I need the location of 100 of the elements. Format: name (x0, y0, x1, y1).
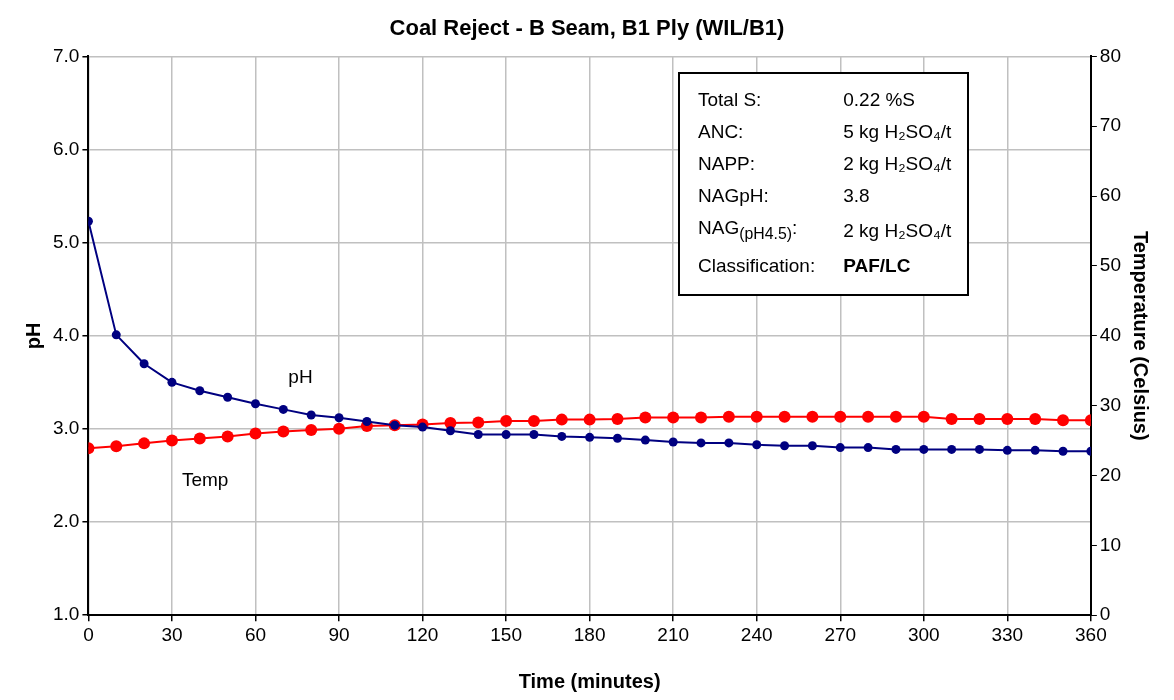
point (611, 412, 624, 425)
point (724, 438, 734, 448)
x-tick-label: 90 (328, 623, 350, 645)
y-tick-label: 3.0 (52, 417, 80, 439)
annotation: NAGpH: (698, 184, 770, 208)
y-tick-label: 7.0 (52, 44, 80, 66)
annotation: 3.8 (843, 184, 871, 208)
point (752, 440, 762, 450)
point (306, 410, 316, 420)
x-tick-label: 60 (244, 623, 267, 645)
point (527, 415, 540, 428)
point (919, 444, 929, 454)
point (639, 411, 652, 424)
point (834, 410, 847, 423)
point (278, 404, 288, 414)
point (138, 437, 151, 450)
y2-tick-label: 10 (1099, 533, 1122, 555)
point (165, 434, 178, 447)
point (249, 427, 262, 440)
point (1002, 445, 1012, 455)
point (557, 431, 567, 441)
y-tick-label: 4.0 (52, 324, 80, 346)
x-tick-label: 240 (740, 623, 773, 645)
point (917, 410, 930, 423)
y2-axis-title: Temperature (Celsius) (1130, 230, 1153, 441)
annotation: PAF/LC (843, 253, 912, 278)
y2-tick-label: 30 (1099, 393, 1122, 415)
x-tick-label: 210 (657, 623, 690, 645)
point (1030, 445, 1040, 455)
point (863, 443, 873, 453)
y-tick-label: 6.0 (52, 137, 80, 159)
x-tick-label: 180 (573, 623, 606, 645)
point (472, 416, 485, 429)
y2-tick-label: 70 (1099, 114, 1122, 136)
point (695, 411, 708, 424)
point (668, 437, 678, 447)
point (195, 386, 205, 396)
annotation: 0.22 %S (843, 88, 917, 112)
point (473, 430, 483, 440)
point (835, 443, 845, 453)
y2-tick-label: 20 (1099, 463, 1122, 485)
point (529, 430, 539, 440)
point (806, 410, 819, 423)
annotation: Total S: (698, 88, 763, 112)
point (305, 424, 318, 437)
y-tick-label: 2.0 (52, 510, 80, 532)
point (612, 433, 622, 443)
annotation: 2 kg H₂SO₄/t (843, 218, 952, 243)
point (223, 392, 233, 402)
point (250, 399, 260, 409)
annotation: Classification: (698, 253, 817, 278)
y-tick-label: 5.0 (52, 230, 80, 252)
point (1058, 446, 1068, 456)
annotation: ANC: (698, 120, 745, 144)
y2-tick-label: 40 (1099, 324, 1122, 346)
point (111, 330, 121, 340)
point (862, 410, 875, 423)
x-tick-label: 360 (1075, 623, 1107, 645)
y2-tick-label: 60 (1099, 184, 1122, 206)
annotation: 5 kg H₂SO₄/t (843, 120, 952, 144)
x-tick-label: 150 (490, 623, 522, 645)
x-tick-label: 300 (907, 623, 940, 645)
x-axis-title: Time (minutes) (518, 669, 661, 692)
point (334, 413, 344, 423)
point (945, 412, 958, 425)
point (778, 410, 791, 423)
chart-title: Coal Reject - B Seam, B1 Ply (WIL/B1) (389, 15, 785, 41)
point (640, 435, 650, 445)
point (1057, 414, 1070, 427)
point (139, 359, 149, 369)
y2-tick-label: 0 (1099, 603, 1111, 625)
point (947, 444, 957, 454)
point (500, 415, 513, 428)
point (193, 432, 206, 445)
point (750, 410, 763, 423)
point (696, 438, 706, 448)
point (780, 441, 790, 451)
point (807, 441, 817, 451)
point (501, 430, 511, 440)
y-tick-label: 1.0 (52, 603, 80, 625)
point (167, 377, 177, 387)
point (889, 410, 902, 423)
point (1001, 412, 1014, 425)
x-tick-label: 0 (83, 623, 94, 645)
point (722, 410, 735, 423)
point (583, 413, 596, 426)
annotation: 2 kg H₂SO₄/t (843, 152, 952, 176)
annotation: NAG$_{(pH4.5)}$: (698, 216, 799, 244)
point (221, 430, 234, 443)
x-tick-label: 30 (161, 623, 183, 645)
point (418, 422, 428, 432)
y-axis-title: pH (21, 322, 44, 350)
point (585, 432, 595, 442)
point (555, 413, 568, 426)
x-tick-label: 120 (406, 623, 439, 645)
y2-tick-label: 50 (1099, 254, 1122, 276)
point (1029, 412, 1042, 425)
x-tick-label: 330 (991, 623, 1024, 645)
series-label: pH (288, 365, 313, 387)
point (333, 422, 346, 435)
